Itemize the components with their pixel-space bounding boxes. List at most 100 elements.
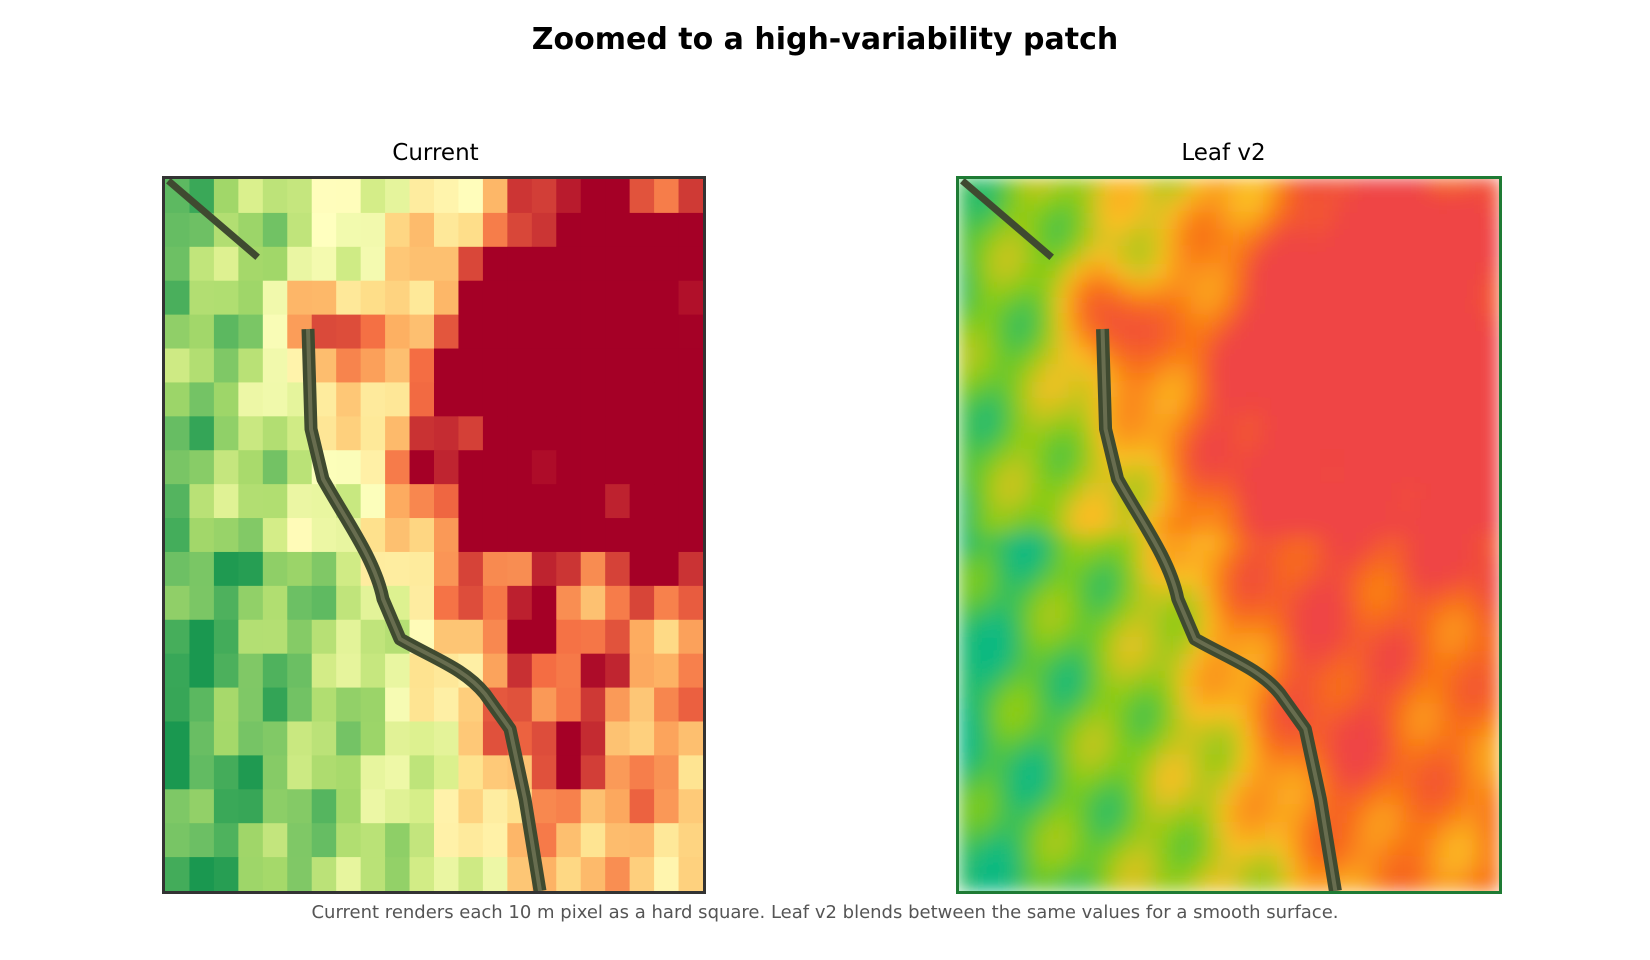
raster-pixel <box>678 823 703 858</box>
raster-pixel <box>654 348 680 384</box>
raster-pixel <box>654 484 680 519</box>
raster-pixel <box>434 755 460 790</box>
raster-pixel <box>654 789 680 824</box>
raster-pixel <box>165 450 191 485</box>
raster-pixel <box>238 382 264 417</box>
raster-pixel <box>629 755 655 790</box>
raster-pixel <box>238 518 264 553</box>
raster-pixel <box>580 212 606 248</box>
raster-pixel <box>556 585 582 621</box>
raster-pixel <box>580 416 606 451</box>
raster-pixel <box>287 551 313 587</box>
raster-pixel <box>556 857 582 891</box>
current-map-panel <box>162 176 706 894</box>
raster-pixel <box>262 348 288 384</box>
raster-pixel <box>605 212 631 248</box>
raster-pixel <box>165 382 191 417</box>
raster-pixel <box>262 246 288 282</box>
raster-pixel <box>654 755 680 790</box>
raster-pixel <box>262 450 288 485</box>
raster-pixel <box>482 280 508 316</box>
raster-pixel <box>678 348 703 384</box>
raster-pixel <box>360 484 386 519</box>
raster-pixel <box>629 857 655 891</box>
raster-pixel <box>262 212 288 248</box>
raster-pixel <box>654 585 680 621</box>
raster-pixel <box>678 179 703 214</box>
raster-pixel <box>580 585 606 621</box>
raster-pixel <box>629 721 655 756</box>
raster-pixel <box>409 755 435 790</box>
raster-pixel <box>262 551 288 587</box>
raster-pixel <box>434 857 460 891</box>
raster-pixel <box>605 382 631 417</box>
raster-pixel <box>336 416 362 451</box>
raster-pixel <box>629 653 655 689</box>
raster-pixel <box>654 450 680 485</box>
raster-pixel <box>336 382 362 417</box>
raster-pixel <box>580 789 606 824</box>
raster-pixel <box>556 348 582 384</box>
raster-pixel <box>336 314 362 350</box>
raster-pixel <box>678 314 703 350</box>
smooth-surface-layer <box>959 179 1499 891</box>
raster-pixel <box>336 585 362 621</box>
raster-pixel <box>311 518 337 553</box>
raster-pixel <box>605 619 631 655</box>
raster-pixel <box>531 653 557 689</box>
raster-pixel <box>409 382 435 417</box>
raster-pixel <box>213 450 239 485</box>
raster-pixel <box>287 518 313 553</box>
raster-pixel <box>458 382 484 417</box>
raster-pixel <box>482 348 508 384</box>
raster-pixel <box>482 789 508 824</box>
raster-pixel <box>605 518 631 553</box>
raster-pixel <box>360 619 386 655</box>
raster-pixel <box>629 246 655 282</box>
raster-pixel <box>360 212 386 248</box>
raster-pixel <box>507 416 533 451</box>
raster-pixel <box>629 518 655 553</box>
raster-pixel <box>654 382 680 417</box>
raster-pixel <box>165 721 191 756</box>
raster-pixel <box>580 450 606 485</box>
raster-pixel <box>238 585 264 621</box>
raster-pixel <box>605 857 631 891</box>
raster-pixel <box>434 585 460 621</box>
raster-pixel <box>654 518 680 553</box>
raster-pixel <box>385 280 411 316</box>
raster-pixel <box>507 653 533 689</box>
raster-pixel <box>213 721 239 756</box>
raster-pixel <box>580 687 606 723</box>
raster-pixel <box>360 416 386 451</box>
raster-pixel <box>189 450 215 485</box>
raster-pixel <box>507 314 533 350</box>
raster-pixel <box>189 687 215 723</box>
raster-pixel <box>165 585 191 621</box>
raster-pixel <box>360 823 386 858</box>
raster-pixel <box>580 619 606 655</box>
figure-caption: Current renders each 10 m pixel as a har… <box>311 902 1339 923</box>
raster-pixel <box>556 789 582 824</box>
raster-pixel <box>336 280 362 316</box>
raster-pixel <box>678 212 703 248</box>
raster-pixel <box>336 755 362 790</box>
raster-pixel <box>262 755 288 790</box>
raster-pixel <box>678 721 703 756</box>
raster-pixel <box>262 484 288 519</box>
raster-pixel <box>311 551 337 587</box>
raster-pixel <box>238 653 264 689</box>
raster-pixel <box>262 687 288 723</box>
raster-pixel <box>556 653 582 689</box>
raster-pixel <box>482 484 508 519</box>
raster-pixel <box>458 212 484 248</box>
raster-pixel <box>238 450 264 485</box>
raster-pixel <box>262 280 288 316</box>
raster-pixel <box>165 755 191 790</box>
raster-pixel <box>605 450 631 485</box>
raster-pixel <box>311 755 337 790</box>
raster-pixel <box>580 755 606 790</box>
raster-pixel <box>531 789 557 824</box>
raster-pixel <box>213 551 239 587</box>
raster-pixel <box>458 450 484 485</box>
